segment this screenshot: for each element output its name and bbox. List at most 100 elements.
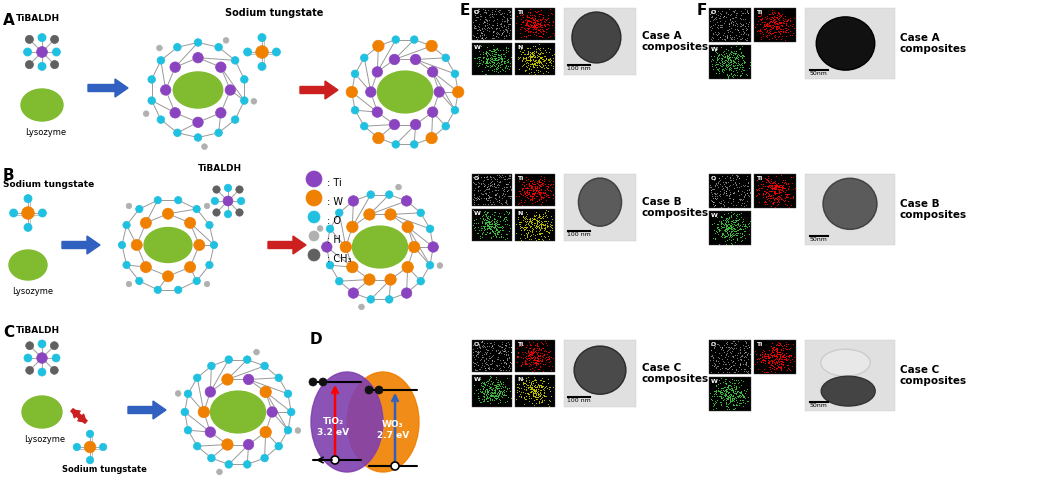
Circle shape [361,122,368,130]
Point [710,55,726,63]
Point [710,368,726,376]
Point [719,383,736,391]
Point [523,16,540,24]
Point [704,220,721,228]
Point [766,196,783,204]
Point [486,386,502,394]
Point [716,223,733,231]
Point [760,352,776,360]
Circle shape [24,224,32,232]
Point [470,394,487,402]
Point [716,341,733,349]
Point [716,383,733,391]
Point [492,45,508,53]
Point [520,354,537,362]
Point [772,363,789,371]
Point [527,360,544,368]
Point [524,185,541,193]
Point [473,217,490,225]
Point [762,365,778,373]
Point [733,355,749,363]
Point [483,392,500,400]
Point [466,193,482,201]
Point [528,357,545,365]
Point [474,397,491,405]
Point [539,185,555,193]
Point [474,392,491,400]
Point [475,57,492,65]
Point [493,359,510,367]
Point [534,25,550,33]
Point [769,196,786,204]
Point [722,398,739,406]
Point [535,340,551,348]
Point [710,52,726,60]
Point [772,19,789,27]
Point [725,189,742,197]
Point [488,219,504,227]
Point [769,19,786,27]
Point [479,378,496,386]
Point [739,8,755,16]
Point [720,194,737,202]
Text: A: A [3,13,15,28]
Point [774,10,791,18]
Point [470,220,487,228]
Point [524,189,541,197]
Text: O: O [474,10,479,15]
Point [730,60,747,68]
Point [735,51,751,59]
Point [475,382,492,390]
Point [544,183,561,191]
Point [487,232,503,240]
Point [718,351,735,359]
Point [501,20,518,28]
Point [466,225,482,233]
Point [728,61,745,69]
Point [524,226,541,234]
Point [780,351,797,359]
Ellipse shape [210,391,266,433]
Point [721,61,738,69]
Point [722,66,739,74]
Point [726,35,743,43]
Point [725,394,742,402]
Circle shape [322,242,332,252]
Point [708,30,724,38]
Point [726,389,743,397]
Point [728,68,745,76]
Point [736,393,752,401]
Point [525,54,542,62]
Point [720,178,737,186]
Point [466,5,482,13]
Point [764,200,780,208]
Point [485,200,501,208]
Point [777,342,794,350]
Point [736,223,752,231]
Point [479,49,496,57]
Point [527,358,544,366]
Point [516,379,532,387]
Point [721,53,738,61]
Point [518,386,535,394]
Point [481,10,498,18]
Point [522,350,539,358]
Point [522,187,539,195]
Point [761,357,777,365]
Point [774,28,791,36]
Point [535,13,551,21]
Point [729,54,746,62]
Point [491,396,507,404]
Point [528,224,545,232]
Point [534,60,550,68]
Point [537,52,553,60]
Point [760,176,776,184]
Circle shape [216,62,226,72]
Point [494,343,511,351]
Point [715,346,731,354]
Point [770,10,787,18]
Point [762,194,778,202]
Point [520,383,537,391]
Point [529,352,546,360]
Point [723,239,740,247]
